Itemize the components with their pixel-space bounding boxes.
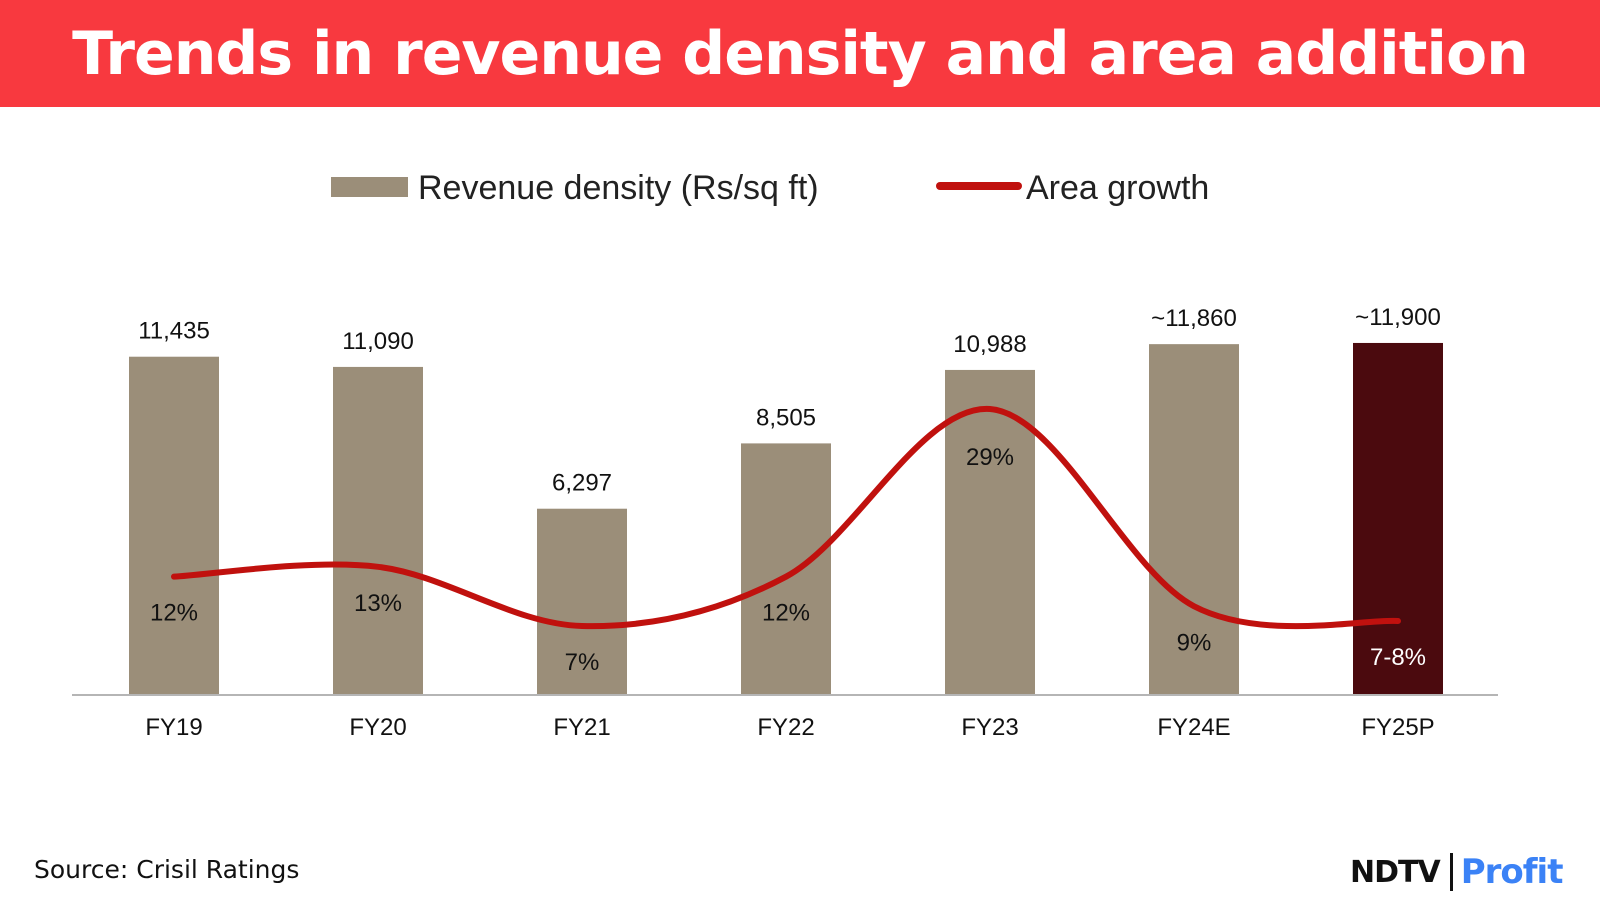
bar-value-label: ~11,900: [1355, 304, 1441, 331]
legend-line-label: Area growth: [1026, 169, 1209, 207]
bar-value-label: 11,090: [342, 328, 414, 355]
bar-value-label: 10,988: [953, 331, 1026, 358]
x-tick-label: FY21: [553, 714, 610, 741]
brand-separator: [1449, 853, 1453, 891]
bar-FY25P: [1353, 342, 1443, 695]
line-value-label: 12%: [762, 600, 810, 627]
legend-bar-label: Revenue density (Rs/sq ft): [418, 169, 819, 207]
x-tick-label: FY24E: [1157, 714, 1230, 741]
source-note: Source: Crisil Ratings: [34, 855, 300, 884]
x-tick-label: FY25P: [1361, 714, 1434, 741]
line-value-label: 13%: [354, 590, 402, 617]
bar-FY19: [129, 356, 219, 695]
x-tick-label: FY19: [145, 714, 202, 741]
bar-value-label: 8,505: [756, 404, 816, 431]
title-banner: Trends in revenue density and area addit…: [0, 0, 1600, 107]
bar-FY21: [537, 508, 627, 695]
bar-value-label: ~11,860: [1151, 305, 1237, 332]
ndtv-profit-logo: NDTV Profit: [1350, 850, 1564, 894]
bar-value-label: 6,297: [552, 470, 612, 497]
line-value-label: 12%: [150, 600, 198, 627]
line-value-label: 9%: [1177, 629, 1212, 656]
bar-FY20: [333, 366, 423, 695]
line-value-label: 7-8%: [1370, 644, 1426, 671]
brand-ndtv: NDTV: [1350, 854, 1441, 890]
line-value-label: 29%: [966, 444, 1014, 471]
area-growth-line: [171, 406, 1401, 630]
x-tick-label: FY23: [961, 714, 1018, 741]
chart-title: Trends in revenue density and area addit…: [72, 18, 1529, 89]
bar-FY22: [741, 443, 831, 695]
line-value-label: 7%: [565, 649, 600, 676]
legend-bar-swatch: [331, 177, 408, 197]
x-tick-label: FY22: [757, 714, 814, 741]
x-tick-label: FY20: [349, 714, 406, 741]
bar-value-label: 11,435: [138, 318, 210, 345]
brand-profit: Profit: [1460, 852, 1564, 892]
bar-FY24E: [1149, 344, 1239, 695]
bar-FY23: [945, 369, 1035, 695]
